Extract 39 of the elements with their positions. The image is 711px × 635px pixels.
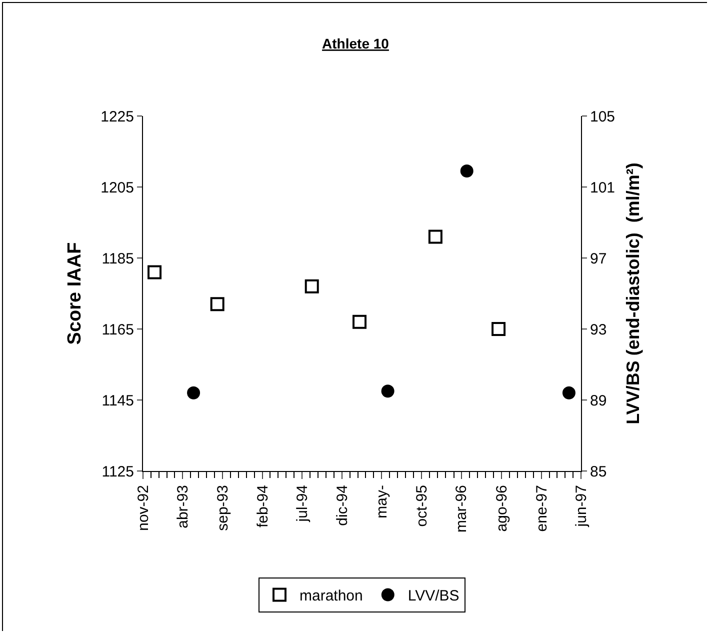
point [210,297,224,312]
y2-tick-label: 89 [590,392,607,410]
y2-tick-label: 85 [590,463,607,480]
legend-label: LVV/BS [408,588,460,605]
y-tick-label: 1185 [102,250,134,268]
x-tick-label: sep-93 [214,485,232,531]
x-tick-label: ene-97 [533,485,550,532]
point [187,386,200,400]
point [381,384,394,398]
y-tick-label: 1205 [100,179,134,196]
y-tick-label: 1165 [102,321,134,338]
x-tick-label: jul-94 [294,485,311,523]
y-tick-label: 1145 [102,392,134,410]
y-tick-label: 1225 [100,108,134,126]
y2-tick-label: 97 [590,250,607,268]
x-tick-label: mar-96 [453,485,470,533]
x-tick-label: may- [373,485,390,518]
legend-label: marathon [300,588,363,605]
y2-tick-label: 93 [590,321,607,338]
point [460,164,474,178]
point [352,314,367,329]
x-tick-label: jun-97 [572,485,590,528]
y2-axis-title: LVV/BS (end-diastolic) (ml/m²) [623,162,644,424]
x-tick-label: dic-94 [334,485,351,526]
x-tick-label: feb-94 [254,485,272,528]
point [428,230,442,244]
x-tick-label: abr-93 [174,485,192,528]
x-tick-label: oct-95 [413,485,430,527]
chart-title: Athlete 10 [322,35,390,52]
point [148,265,162,280]
x-tick-label: nov-92 [134,485,152,531]
y-tick-label: 1125 [102,463,134,480]
point [562,386,576,400]
x-tick-label: ago-96 [493,485,510,532]
point [492,322,506,336]
point [304,279,319,294]
y2-tick-label: 105 [590,108,616,126]
y2-tick-label: 101 [590,179,616,196]
y-axis-title: Score IAAF [64,242,86,345]
